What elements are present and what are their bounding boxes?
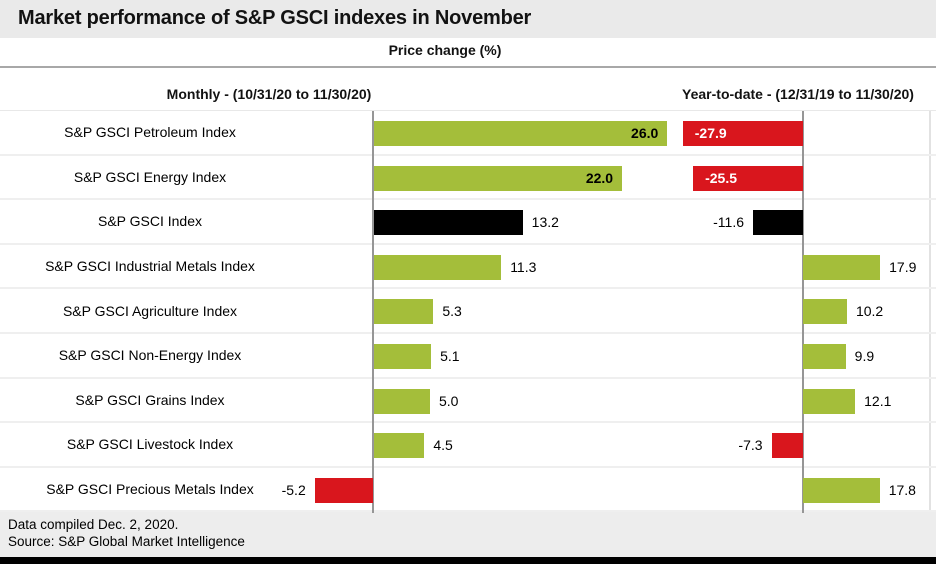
ytd-bar: [771, 433, 803, 459]
monthly-value-label: 5.0: [439, 392, 459, 409]
chart-row: S&P GSCI Energy Index 22.0 -25.5: [0, 156, 936, 201]
row-label: S&P GSCI Non-Energy Index: [58, 347, 242, 364]
header-divider: [0, 66, 936, 68]
row-label: S&P GSCI Petroleum Index: [64, 124, 236, 141]
chart-row: S&P GSCI Livestock Index 4.5 -7.3: [0, 423, 936, 468]
monthly-value-label: 22.0: [585, 169, 614, 186]
ytd-bar: [803, 254, 881, 280]
ytd-value-label: 17.9: [889, 258, 917, 275]
plot-right-border: [929, 111, 931, 513]
monthly-value-label: 5.3: [442, 303, 462, 320]
ytd-value-label: 12.1: [864, 392, 892, 409]
monthly-value-label: 4.5: [433, 437, 453, 454]
ytd-value-label: 9.9: [854, 348, 875, 364]
monthly-zero-axis: [372, 111, 374, 513]
row-label: S&P GSCI Agriculture Index: [62, 302, 238, 319]
ytd-bar: [682, 121, 803, 146]
monthly-column-header: Monthly - (10/31/20 to 11/30/20): [166, 86, 372, 102]
chart-row: S&P GSCI Non-Energy Index 5.1 9.9: [0, 334, 936, 379]
ytd-value-label: -25.5: [705, 169, 738, 186]
monthly-bar: [373, 433, 425, 459]
ytd-bar: [803, 388, 856, 414]
footer-source: Source: S&P Global Market Intelligence: [8, 534, 245, 549]
chart-row: S&P GSCI Agriculture Index 5.3 10.2: [0, 289, 936, 334]
ytd-bar: [803, 344, 846, 369]
ytd-value-label: -7.3: [738, 437, 763, 454]
monthly-bar: [314, 477, 374, 503]
ytd-value-label: 17.8: [888, 481, 916, 498]
page-title: Market performance of S&P GSCI indexes i…: [18, 7, 532, 29]
row-label: S&P GSCI Livestock Index: [66, 436, 234, 453]
ytd-bar: [803, 299, 847, 325]
chart-rows: S&P GSCI Petroleum Index 26.0 -27.9 S&P GSC…: [0, 110, 936, 513]
row-label: S&P GSCI Energy Index: [73, 168, 227, 185]
monthly-bar: [373, 210, 523, 236]
monthly-value-label: 11.3: [510, 258, 537, 275]
axis-title: Price change (%): [388, 42, 502, 58]
monthly-bar: [373, 165, 623, 191]
title-bar: Market performance of S&P GSCI indexes i…: [0, 0, 936, 38]
ytd-bar: [803, 477, 880, 503]
ytd-column-header: Year-to-date - (12/31/19 to 11/30/20): [682, 86, 914, 102]
monthly-bar: [373, 299, 434, 325]
chart-row: S&P GSCI Index 13.2 -11.6: [0, 200, 936, 245]
monthly-value-label: -5.2: [281, 481, 306, 498]
row-label: S&P GSCI Index: [97, 213, 202, 230]
ytd-value-label: -27.9: [694, 125, 727, 141]
chart-row: S&P GSCI Industrial Metals Index 11.3 17.9: [0, 245, 936, 290]
ytd-bar: [693, 165, 803, 191]
monthly-bar: [373, 344, 432, 369]
footer-note: Data compiled Dec. 2, 2020.: [8, 517, 179, 532]
row-label: S&P GSCI Grains Index: [75, 391, 225, 408]
monthly-value-label: 26.0: [631, 125, 659, 141]
row-label: S&P GSCI Precious Metals Index: [46, 481, 254, 498]
monthly-value-label: 5.1: [440, 348, 460, 364]
chart-row: S&P GSCI Precious Metals Index -5.2 17.8: [0, 468, 936, 513]
monthly-bar: [373, 388, 430, 414]
ytd-value-label: -11.6: [713, 214, 744, 231]
chart-row: S&P GSCI Grains Index 5.0 12.1: [0, 379, 936, 424]
ytd-bar: [753, 210, 803, 236]
footer: Data compiled Dec. 2, 2020. Source: S&P …: [0, 512, 936, 557]
bottom-accent-bar: [0, 557, 936, 564]
monthly-bar: [373, 121, 668, 146]
monthly-value-label: 13.2: [531, 214, 559, 231]
chart-row: S&P GSCI Petroleum Index 26.0 -27.9: [0, 111, 936, 156]
monthly-bar: [373, 254, 502, 280]
ytd-value-label: 10.2: [855, 303, 884, 320]
row-label: S&P GSCI Industrial Metals Index: [45, 258, 255, 275]
